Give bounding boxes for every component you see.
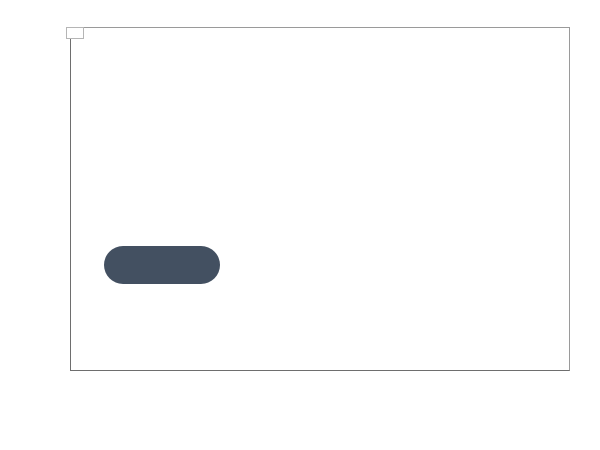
plot-area bbox=[70, 27, 570, 371]
watermark-logo bbox=[104, 246, 220, 284]
chart-legend bbox=[66, 27, 84, 39]
